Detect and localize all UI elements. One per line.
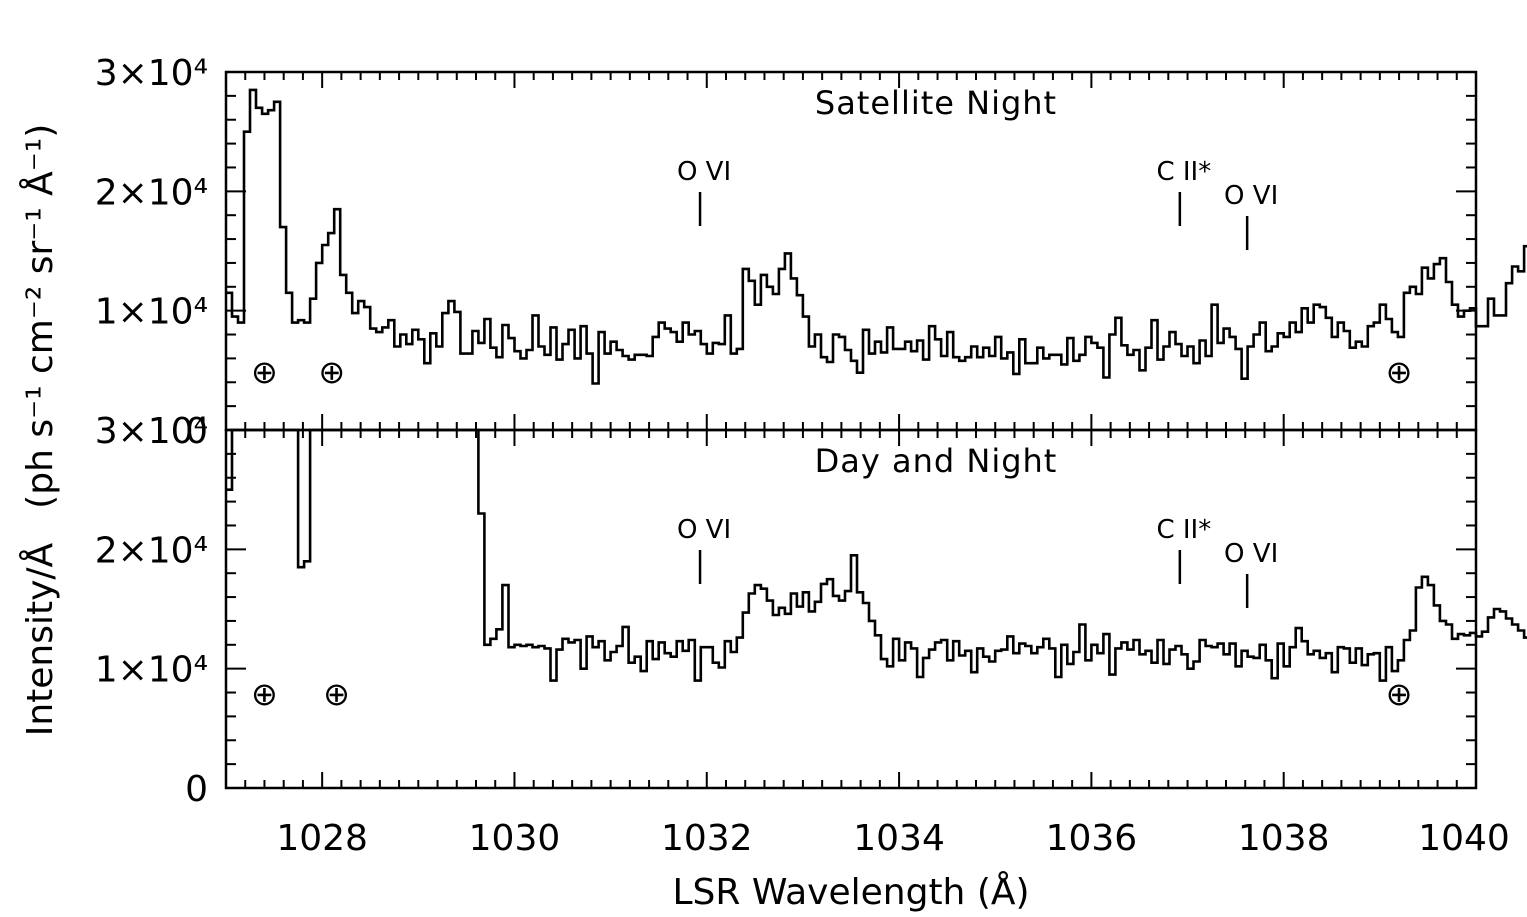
x-tick-label: 1038 — [1238, 818, 1330, 859]
x-tick-label: 1036 — [1046, 818, 1138, 859]
line-id-label: O VI — [1224, 181, 1278, 211]
y-axis-label-units: (ph s⁻¹ cm⁻² sr⁻¹ Å⁻¹) — [18, 124, 61, 509]
x-tick-label: 1030 — [469, 818, 561, 859]
line-id-label: O VI — [1224, 539, 1278, 569]
x-tick-labels: 1028 1030 1032 1034 1036 1038 1040 — [276, 818, 1509, 859]
y-tick-label: 1×10⁴ — [95, 650, 208, 691]
y-axis-label: Intensity/Å (ph s⁻¹ cm⁻² sr⁻¹ Å⁻¹) — [18, 124, 61, 737]
y-tick-label: 0 — [185, 769, 208, 810]
y-tick-label: 1×10⁴ — [95, 292, 208, 333]
x-tick-label: 1040 — [1418, 818, 1510, 859]
earth-icon: ⊕ — [1386, 675, 1413, 713]
y-axis-label-main: Intensity/Å — [18, 542, 61, 736]
panel-title-bottom: Day and Night — [815, 442, 1058, 480]
y-tick-label: 3×10⁴ — [95, 53, 208, 94]
line-ids-top: O VI C II* O VI — [677, 157, 1278, 250]
line-id-label: C II* — [1156, 157, 1211, 187]
ticks-top — [225, 71, 1477, 431]
line-id-label: O VI — [677, 515, 731, 545]
earth-icon: ⊕ — [1386, 353, 1413, 391]
plot-frame-top — [224, 70, 1478, 432]
panel-satellite-night: Satellite Night O VI C II* O VI ⊕ ⊕ ⊕ 0 1×10⁴… — [95, 53, 1527, 452]
x-tick-label: 1028 — [276, 818, 368, 859]
y-tick-label: 0 — [185, 411, 208, 452]
plot-frame-bottom — [224, 428, 1478, 790]
earth-icon: ⊕ — [323, 675, 350, 713]
earth-icon: ⊕ — [318, 353, 345, 391]
earth-symbols-top: ⊕ ⊕ ⊕ — [251, 353, 1412, 391]
line-id-label: O VI — [677, 157, 731, 187]
line-id-label: C II* — [1156, 515, 1211, 545]
y-tick-labels-top: 0 1×10⁴ 2×10⁴ 3×10⁴ — [95, 53, 208, 452]
earth-icon: ⊕ — [251, 353, 278, 391]
y-tick-label: 2×10⁴ — [95, 172, 208, 213]
spectrum-day-and-night — [226, 428, 1527, 682]
panel-day-and-night: Day and Night O VI C II* O VI ⊕ ⊕ ⊕ 0 1×10⁴ 2×… — [95, 411, 1527, 810]
panel-title-top: Satellite Night — [815, 84, 1057, 122]
ticks-bottom — [225, 429, 1477, 789]
x-tick-label: 1032 — [661, 818, 753, 859]
earth-symbols-bottom: ⊕ ⊕ ⊕ — [251, 675, 1412, 713]
y-tick-label: 3×10⁴ — [95, 411, 208, 452]
x-tick-label: 1034 — [853, 818, 945, 859]
spectrum-satellite-night — [226, 88, 1527, 385]
y-tick-labels-bottom: 0 1×10⁴ 2×10⁴ 3×10⁴ — [95, 411, 208, 810]
earth-icon: ⊕ — [251, 675, 278, 713]
y-tick-label: 2×10⁴ — [95, 530, 208, 571]
line-ids-bottom: O VI C II* O VI — [677, 515, 1278, 608]
x-axis-label: LSR Wavelength (Å) — [672, 870, 1029, 913]
